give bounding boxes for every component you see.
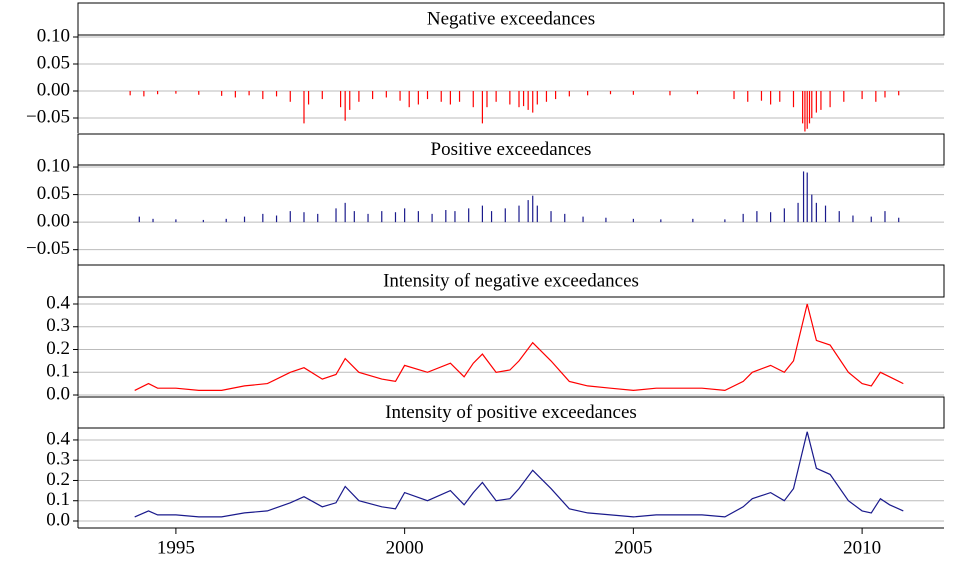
y-tick-label: 0.0 xyxy=(46,383,70,404)
y-tick-label: 0.10 xyxy=(37,25,70,46)
strip xyxy=(77,133,945,166)
y-tick-label: 0.05 xyxy=(37,183,70,204)
strip xyxy=(77,396,945,429)
y-tick-label: −0.05 xyxy=(26,106,70,127)
y-tick-label: 0.1 xyxy=(46,489,70,510)
intensity-line xyxy=(134,303,904,392)
y-tick-label: 0.4 xyxy=(46,292,70,313)
y-tick-label: 0.00 xyxy=(37,210,70,231)
y-tick-label: 0.2 xyxy=(46,469,70,490)
y-tick-label: 0.3 xyxy=(46,315,70,336)
x-tick-label: 2005 xyxy=(614,537,652,558)
x-tick-label: 1995 xyxy=(157,537,195,558)
y-tick-label: 0.05 xyxy=(37,52,70,73)
y-tick-label: 0.0 xyxy=(46,509,70,530)
strip xyxy=(77,2,945,36)
panel-title: Intensity of positive exceedances xyxy=(385,402,637,423)
y-tick-label: −0.05 xyxy=(26,238,70,259)
panel-title: Negative exceedances xyxy=(427,8,595,29)
panel-title: Intensity of negative exceedances xyxy=(383,270,639,291)
y-tick-label: 0.10 xyxy=(37,155,70,176)
x-tick-label: 2010 xyxy=(843,537,881,558)
y-tick-label: 0.2 xyxy=(46,338,70,359)
y-tick-label: 0.3 xyxy=(46,449,70,470)
x-tick-label: 2000 xyxy=(386,537,424,558)
y-tick-label: 0.4 xyxy=(46,428,70,449)
intensity-line xyxy=(134,431,904,518)
panel-title: Positive exceedances xyxy=(431,139,592,160)
strip xyxy=(77,264,945,298)
y-tick-label: 0.1 xyxy=(46,361,70,382)
y-tick-label: 0.00 xyxy=(37,79,70,100)
